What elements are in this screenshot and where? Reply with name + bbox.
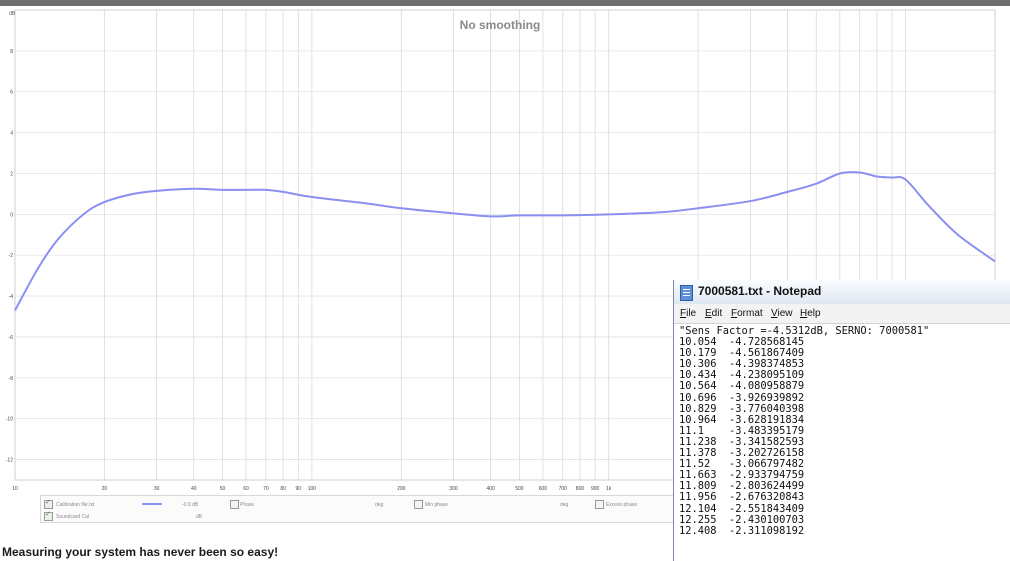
legend-panel [40, 495, 674, 523]
x-tick-label: 900 [591, 486, 600, 492]
y-tick-label: -2 [9, 253, 14, 259]
y-tick-label: 4 [10, 131, 13, 137]
phase-checkbox[interactable] [230, 500, 239, 509]
excess-phase-checkbox[interactable] [595, 500, 604, 509]
top-bar [0, 0, 1010, 6]
notepad-line: 10.054 -4.728568145 [679, 336, 805, 349]
y-tick-label: -12 [6, 458, 13, 464]
series-line-calibration [14, 171, 996, 311]
soundcard-cal-label: Soundcard Cal [56, 514, 90, 520]
x-tick-label: 60 [243, 486, 249, 492]
legend-series-swatch [142, 503, 162, 505]
y-unit-label: dB [9, 11, 16, 17]
x-tick-labels: 10 20 30 40 50 60 70 80 90 100 200 300 400 500 600 700 8… [12, 486, 612, 492]
notepad-line: 11.1 -3.483395179 [679, 424, 805, 437]
x-tick-label: 70 [263, 486, 269, 492]
x-tick-label: 100 [308, 486, 317, 492]
x-tick-label: 80 [280, 486, 286, 492]
soundcard-cal-checkbox[interactable] [44, 510, 53, 521]
x-tick-label: 90 [296, 486, 302, 492]
y-tick-label: 6 [10, 90, 13, 96]
menu-edit[interactable]: Edit [705, 308, 723, 319]
x-tick-label: 800 [576, 486, 585, 492]
x-tick-label: 20 [102, 486, 108, 492]
notepad-title: 7000581.txt - Notepad [698, 284, 822, 298]
calibration-checkbox[interactable] [44, 498, 53, 509]
x-tick-label: 700 [559, 486, 568, 492]
x-tick-label: 40 [191, 486, 197, 492]
legend-row-calibration: Calibration file.txt -0.9 dB Phase deg M… [40, 498, 672, 510]
x-tick-label: 10 [12, 486, 18, 492]
x-tick-label: 400 [486, 486, 495, 492]
notepad-window[interactable]: 7000581.txt - Notepad File Edit Format V… [673, 280, 1010, 561]
phase-label: Phase [240, 502, 255, 508]
legend-series-value: -0.9 dB [182, 502, 199, 508]
x-tick-label: 600 [539, 486, 548, 492]
excess-phase-label: Excess phase [606, 502, 638, 508]
notepad-line: 12.104 -2.551843409 [679, 502, 805, 515]
x-tick-label: 500 [515, 486, 524, 492]
notepad-line: 10.564 -4.080958879 [679, 380, 805, 393]
notepad-line: 12.255 -2.430100703 [679, 513, 805, 526]
notepad-line: 11.52 -3.066797482 [679, 458, 805, 471]
notepad-line: 10.179 -4.561867409 [679, 347, 805, 360]
y-tick-label: -6 [9, 335, 14, 341]
menu-file[interactable]: File [680, 308, 697, 319]
notepad-line: "Sens Factor =-4.5312dB, SERNO: 7000581" [679, 325, 930, 337]
y-tick-label: 2 [10, 171, 13, 177]
notepad-line: 10.434 -4.238095109 [679, 369, 805, 382]
soundcard-cal-unit: dB [196, 514, 203, 520]
min-phase-checkbox[interactable] [414, 500, 423, 509]
notepad-line: 10.964 -3.628191834 [679, 413, 805, 426]
notepad-icon [680, 285, 693, 301]
menu-view[interactable]: View [771, 308, 793, 319]
notepad-line: 10.696 -3.926939892 [679, 391, 805, 404]
notepad-line: 10.829 -3.776040398 [679, 402, 805, 415]
y-tick-label: -10 [6, 417, 13, 423]
y-tick-label: -8 [9, 376, 14, 382]
notepad-line: 12.408 -2.311098192 [679, 524, 805, 537]
notepad-line: 11.238 -3.341582593 [679, 435, 805, 448]
x-tick-label: 300 [449, 486, 458, 492]
notepad-title-bar[interactable]: 7000581.txt - Notepad [674, 280, 1010, 305]
y-tick-label: -4 [9, 294, 14, 300]
menu-help[interactable]: Help [800, 308, 821, 319]
notepad-line: 11.956 -2.676320843 [679, 491, 805, 504]
x-tick-label: 30 [154, 486, 160, 492]
notepad-text-area[interactable]: "Sens Factor =-4.5312dB, SERNO: 7000581"… [679, 325, 1009, 537]
caption-text: Measuring your system has never been so … [2, 545, 279, 559]
y-tick-labels: 8 6 4 2 0 -2 -4 -6 -8 -10 -12 [6, 49, 13, 464]
notepad-line: 10.306 -4.398374853 [679, 358, 805, 371]
y-tick-label: 8 [10, 49, 13, 55]
legend: Calibration file.txt -0.9 dB Phase deg M… [40, 497, 672, 523]
min-phase-unit: deg [560, 502, 569, 508]
phase-unit: deg [375, 502, 384, 508]
legend-series-label: Calibration file.txt [56, 502, 95, 508]
notepad-line: 11.378 -3.202726158 [679, 447, 805, 460]
menu-format[interactable]: Format [731, 308, 763, 319]
x-tick-label: 1k [606, 486, 612, 492]
notepad-menu-bar: File Edit Format View Help [674, 304, 1010, 324]
legend-row-soundcard: Soundcard Cal dB [40, 510, 672, 522]
notepad-line: 11.809 -2.803624499 [679, 480, 805, 493]
x-tick-label: 200 [397, 486, 406, 492]
min-phase-label: Min phase [425, 502, 449, 508]
x-tick-label: 50 [220, 486, 226, 492]
chart-title: No smoothing [460, 18, 541, 32]
notepad-line: 11.663 -2.933794759 [679, 469, 805, 482]
y-tick-label: 0 [10, 212, 13, 218]
